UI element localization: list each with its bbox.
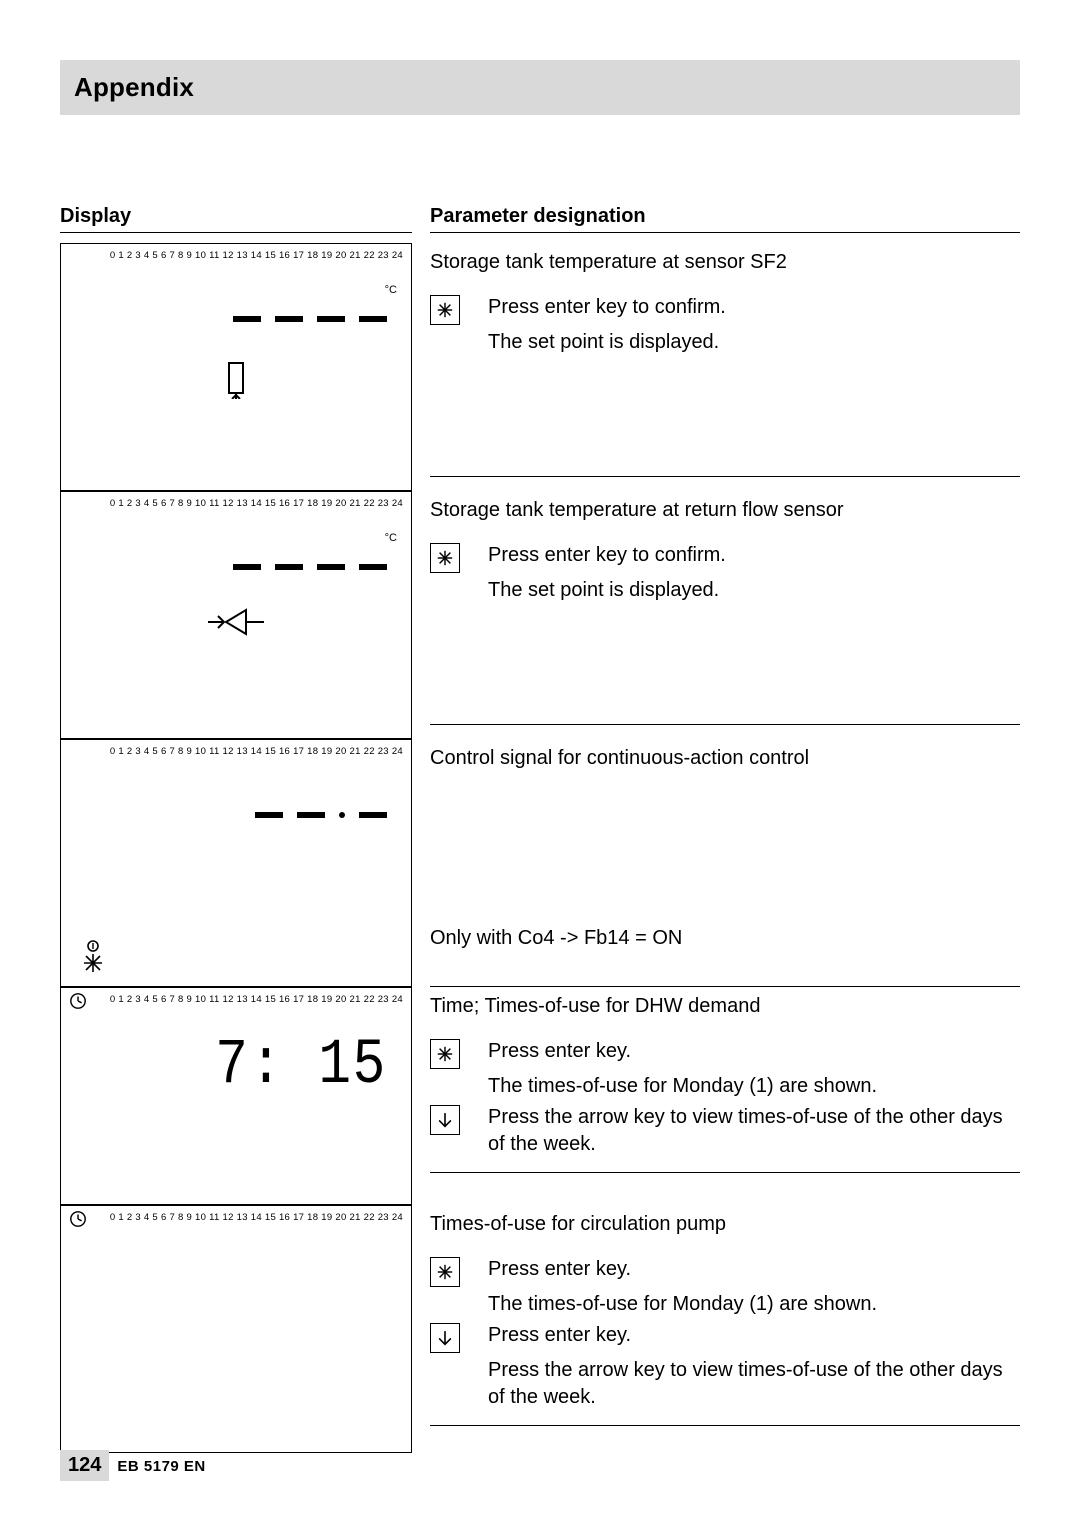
instruction-text: Press enter key. xyxy=(488,1038,631,1065)
snowflake-icon xyxy=(79,940,107,974)
instruction-text-trailing: Press the arrow key to view times-of-use… xyxy=(430,1357,1020,1411)
row-separator xyxy=(430,1425,1020,1426)
page-number: 124 xyxy=(60,1450,109,1481)
display-panel-control-signal: 0 1 2 3 4 5 6 7 8 9 10 11 12 13 14 15 16… xyxy=(60,739,412,987)
instruction-enter: Press enter key to confirm. xyxy=(430,542,1020,573)
row-separator xyxy=(430,1172,1020,1173)
display-panel-returnflow: 0 1 2 3 4 5 6 7 8 9 10 11 12 13 14 15 16… xyxy=(60,491,412,739)
display-dashes xyxy=(233,316,387,322)
tick-labels: 0 1 2 3 4 5 6 7 8 9 10 11 12 13 14 15 16… xyxy=(69,746,403,757)
col-header-param: Parameter designation xyxy=(430,205,1020,233)
instruction-enter: Press enter key to confirm. xyxy=(430,294,1020,325)
display-dashes-dot xyxy=(255,812,387,818)
param-control-signal: Control signal for continuous-action con… xyxy=(430,739,1020,987)
clock-icon xyxy=(69,1210,87,1230)
param-circ-pump: Times-of-use for circulation pump Press … xyxy=(430,1205,1020,1453)
returnflow-icon xyxy=(206,602,266,642)
content-grid: Display Parameter designation 0 1 2 3 4 … xyxy=(60,205,1020,1453)
down-arrow-icon xyxy=(430,1105,460,1135)
unit-label: °C xyxy=(385,284,397,296)
col-header-display: Display xyxy=(60,205,412,233)
param-title: Storage tank temperature at return flow … xyxy=(430,497,1020,524)
document-id: EB 5179 EN xyxy=(117,1458,205,1475)
display-panel-sf2: 0 1 2 3 4 5 6 7 8 9 10 11 12 13 14 15 16… xyxy=(60,243,412,491)
clock-icon xyxy=(69,992,87,1012)
condition-note: Only with Co4 -> Fb14 = ON xyxy=(430,925,1020,952)
instruction-text-2: The set point is displayed. xyxy=(430,329,1020,356)
param-sf2: Storage tank temperature at sensor SF2 P… xyxy=(430,243,1020,491)
enter-key-icon xyxy=(430,295,460,325)
instruction-down: Press enter key. xyxy=(430,1322,1020,1353)
instruction-text: Press the arrow key to view times-of-use… xyxy=(488,1104,1020,1158)
section-title-bar: Appendix xyxy=(60,60,1020,115)
tank-icon xyxy=(221,359,251,399)
param-title: Control signal for continuous-action con… xyxy=(430,745,1020,772)
instruction-text: Press enter key. xyxy=(488,1256,631,1283)
unit-label: °C xyxy=(385,532,397,544)
instruction-text: Press enter key. xyxy=(488,1322,631,1349)
tick-labels: 0 1 2 3 4 5 6 7 8 9 10 11 12 13 14 15 16… xyxy=(91,994,403,1005)
display-panel-circ-pump: 0 1 2 3 4 5 6 7 8 9 10 11 12 13 14 15 16… xyxy=(60,1205,412,1453)
instruction-text-pre: The times-of-use for Monday (1) are show… xyxy=(430,1291,1020,1318)
instruction-down: Press the arrow key to view times-of-use… xyxy=(430,1104,1020,1158)
instruction-text-2: The set point is displayed. xyxy=(430,577,1020,604)
instruction-text: Press enter key to confirm. xyxy=(488,542,726,569)
time-readout: 7: 15 xyxy=(215,1030,387,1102)
param-title: Storage tank temperature at sensor SF2 xyxy=(430,249,1020,276)
param-title: Times-of-use for circulation pump xyxy=(430,1211,1020,1238)
param-time-dhw: Time; Times-of-use for DHW demand Press … xyxy=(430,987,1020,1205)
page-footer: 124 EB 5179 EN xyxy=(60,1450,206,1481)
instruction-enter: Press enter key. xyxy=(430,1256,1020,1287)
instruction-text-pre: The times-of-use for Monday (1) are show… xyxy=(430,1073,1020,1100)
enter-key-icon xyxy=(430,1257,460,1287)
row-separator xyxy=(430,476,1020,477)
param-title: Time; Times-of-use for DHW demand xyxy=(430,993,1020,1020)
tick-labels: 0 1 2 3 4 5 6 7 8 9 10 11 12 13 14 15 16… xyxy=(91,1212,403,1223)
instruction-enter: Press enter key. xyxy=(430,1038,1020,1069)
instruction-text: Press enter key to confirm. xyxy=(488,294,726,321)
display-dashes xyxy=(233,564,387,570)
param-returnflow: Storage tank temperature at return flow … xyxy=(430,491,1020,739)
enter-key-icon xyxy=(430,543,460,573)
enter-key-icon xyxy=(430,1039,460,1069)
tick-labels: 0 1 2 3 4 5 6 7 8 9 10 11 12 13 14 15 16… xyxy=(69,250,403,261)
display-panel-time-dhw: 0 1 2 3 4 5 6 7 8 9 10 11 12 13 14 15 16… xyxy=(60,987,412,1205)
tick-labels: 0 1 2 3 4 5 6 7 8 9 10 11 12 13 14 15 16… xyxy=(69,498,403,509)
manual-page: Appendix Display Parameter designation 0… xyxy=(0,0,1080,1529)
row-separator xyxy=(430,724,1020,725)
down-arrow-icon xyxy=(430,1323,460,1353)
section-title: Appendix xyxy=(74,72,1006,103)
